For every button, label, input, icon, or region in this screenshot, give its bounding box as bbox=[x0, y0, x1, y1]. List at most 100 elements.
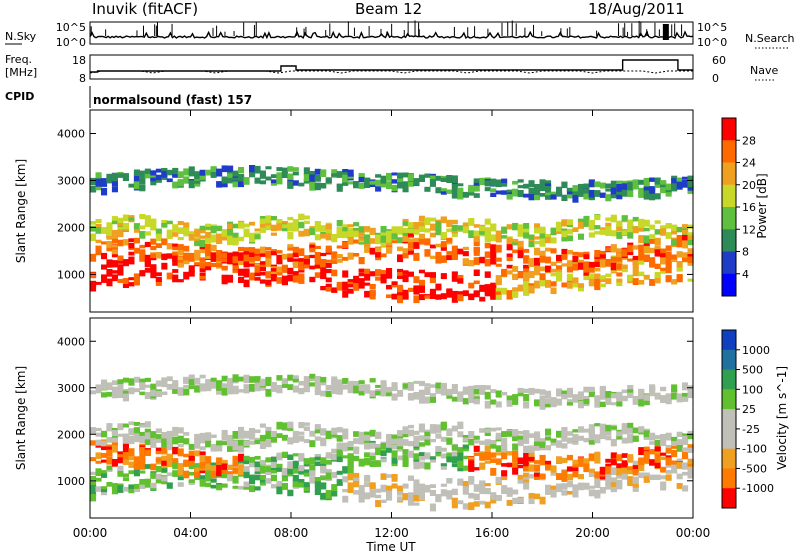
scatter-cell bbox=[682, 252, 689, 258]
scatter-cell bbox=[95, 177, 102, 184]
scatter-cell bbox=[194, 438, 201, 445]
scatter-cell bbox=[479, 256, 486, 264]
scatter-cell bbox=[616, 435, 623, 440]
scatter-cell bbox=[572, 255, 579, 263]
scatter-cell bbox=[232, 171, 239, 177]
scatter-cell bbox=[347, 441, 354, 447]
scatter-cell bbox=[534, 446, 541, 451]
scatter-cell bbox=[523, 193, 530, 198]
scatter-cell bbox=[139, 252, 146, 260]
scatter-cell bbox=[484, 251, 491, 258]
scatter-cell bbox=[599, 253, 606, 259]
scatter-cell bbox=[462, 398, 469, 405]
scatter-cell bbox=[122, 377, 129, 383]
scatter-cell bbox=[682, 181, 689, 188]
scatter-cell bbox=[397, 284, 404, 293]
scatter-cell bbox=[281, 378, 288, 383]
scatter-cell bbox=[534, 240, 541, 245]
scatter-cell bbox=[413, 222, 420, 229]
scatter-cell bbox=[254, 475, 261, 481]
scatter-cell bbox=[210, 254, 217, 262]
colorbar-swatch bbox=[722, 448, 736, 469]
scatter-cell bbox=[517, 224, 524, 232]
scatter-cell bbox=[320, 466, 327, 474]
scatter-cell bbox=[95, 227, 102, 234]
scatter-cell bbox=[397, 430, 404, 436]
scatter-cell bbox=[183, 377, 190, 384]
scatter-cell bbox=[418, 226, 425, 230]
scatter-cell bbox=[610, 393, 617, 399]
scatter-cell bbox=[205, 456, 212, 464]
scatter-cell bbox=[429, 396, 436, 403]
scatter-cell bbox=[386, 434, 393, 441]
scatter-cell bbox=[660, 267, 667, 271]
scatter-cell bbox=[314, 379, 321, 388]
scatter-cell bbox=[238, 180, 245, 188]
scatter-cell bbox=[249, 431, 256, 440]
scatter-cell bbox=[556, 186, 563, 194]
scatter-cell bbox=[490, 244, 497, 252]
scatter-cell bbox=[122, 423, 129, 428]
scatter-cell bbox=[111, 172, 118, 180]
scatter-cell bbox=[413, 380, 420, 384]
scatter-cell bbox=[671, 279, 678, 285]
scatter-cell bbox=[495, 401, 502, 408]
scatter-cell bbox=[528, 451, 535, 457]
scatter-cell bbox=[517, 271, 524, 279]
scatter-cell bbox=[523, 401, 530, 409]
scatter-cell bbox=[380, 391, 387, 397]
scatter-cell bbox=[495, 257, 502, 262]
scatter-cell bbox=[638, 271, 645, 277]
scatter-cell bbox=[566, 260, 573, 266]
scatter-cell bbox=[347, 224, 354, 228]
scatter-cell bbox=[188, 172, 195, 177]
scatter-cell bbox=[353, 222, 360, 227]
scatter-cell bbox=[517, 435, 524, 440]
scatter-cell bbox=[375, 252, 382, 258]
scatter-cell bbox=[588, 232, 595, 238]
scatter-cell bbox=[199, 230, 206, 234]
scatter-cell bbox=[309, 276, 316, 283]
scatter-cell bbox=[429, 489, 436, 496]
scatter-cell bbox=[183, 222, 190, 228]
scatter-cell bbox=[298, 482, 305, 488]
scatter-cell bbox=[632, 476, 639, 481]
scatter-cell bbox=[512, 453, 519, 461]
scatter-cell bbox=[627, 467, 634, 473]
scatter-cell bbox=[605, 222, 612, 229]
scatter-cell bbox=[457, 278, 464, 284]
scatter-cell bbox=[687, 391, 694, 399]
scatter-cell bbox=[451, 444, 458, 451]
scatter-cell bbox=[111, 237, 118, 244]
scatter-cell bbox=[265, 426, 272, 431]
scatter-cell bbox=[90, 283, 97, 292]
scatter-cell bbox=[665, 447, 672, 454]
scatter-cell bbox=[320, 286, 327, 291]
scatter-cell bbox=[599, 229, 606, 235]
scatter-cell bbox=[402, 493, 409, 501]
scatter-cell bbox=[621, 230, 628, 236]
scatter-cell bbox=[155, 450, 162, 455]
scatter-cell bbox=[534, 189, 541, 195]
scatter-cell bbox=[320, 225, 327, 232]
scatter-cell bbox=[594, 261, 601, 268]
scatter-cell bbox=[588, 424, 595, 428]
scatter-cell bbox=[402, 483, 409, 489]
scatter-cell bbox=[265, 457, 272, 463]
scatter-cell bbox=[194, 433, 201, 440]
y-tick-label: 2000 bbox=[57, 428, 85, 441]
scatter-cell bbox=[238, 376, 245, 382]
scatter-cell bbox=[665, 192, 672, 197]
scatter-cell bbox=[501, 226, 508, 234]
scatter-cell bbox=[501, 287, 508, 295]
scatter-cell bbox=[342, 489, 349, 493]
scatter-cell bbox=[665, 395, 672, 399]
scatter-cell bbox=[375, 390, 382, 396]
scatter-cell bbox=[671, 226, 678, 231]
scatter-cell bbox=[139, 231, 146, 238]
scatter-cell bbox=[331, 434, 338, 438]
scatter-cell bbox=[418, 456, 425, 461]
scatter-cell bbox=[144, 241, 151, 248]
scatter-cell bbox=[238, 444, 245, 453]
